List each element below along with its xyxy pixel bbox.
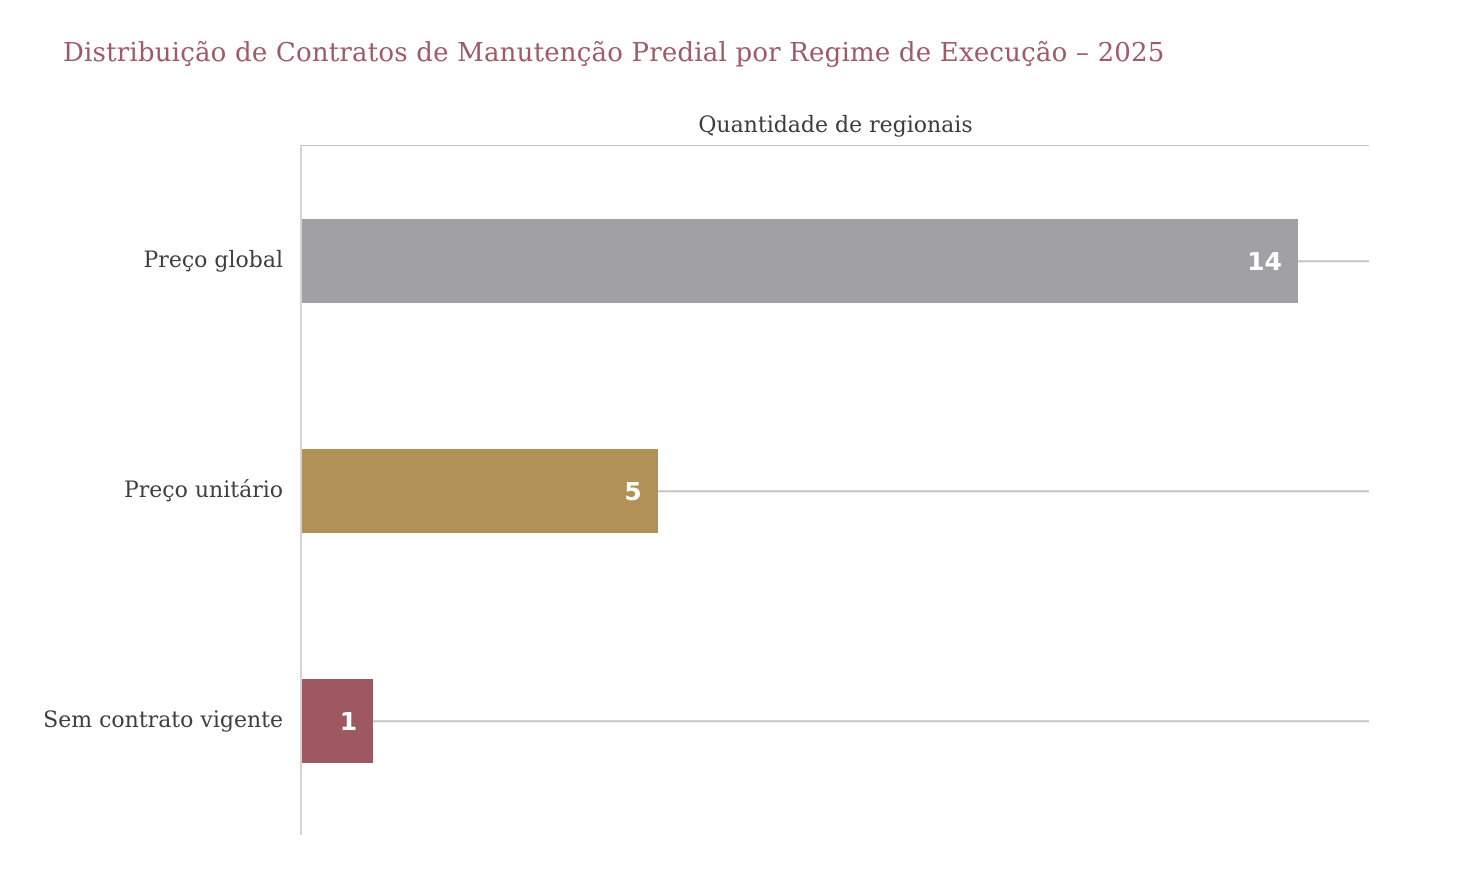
category-band: 14 xyxy=(302,146,1369,376)
category-gridline xyxy=(302,720,1369,722)
bar-value-label: 14 xyxy=(1247,246,1282,276)
bar-value-label: 5 xyxy=(624,476,642,506)
category-gridline xyxy=(302,490,1369,492)
category-band: 1 xyxy=(302,606,1369,836)
x-axis-title: Quantidade de regionais xyxy=(698,113,973,138)
bar-value-label: 1 xyxy=(339,706,358,736)
chart-title: Distribuição de Contratos de Manutenção … xyxy=(63,38,1165,68)
plot-area: 14 5 1 xyxy=(300,145,1369,835)
bar-preço-unitário: 5 xyxy=(302,449,658,533)
bar-sem-contrato-vigente: 1 xyxy=(302,679,374,763)
category-label: Preço global xyxy=(143,247,284,273)
category-band: 5 xyxy=(302,376,1369,606)
category-label: Sem contrato vigente xyxy=(43,707,283,733)
bar-preço-global: 14 xyxy=(302,219,1298,303)
category-label: Preço unitário xyxy=(123,477,283,503)
